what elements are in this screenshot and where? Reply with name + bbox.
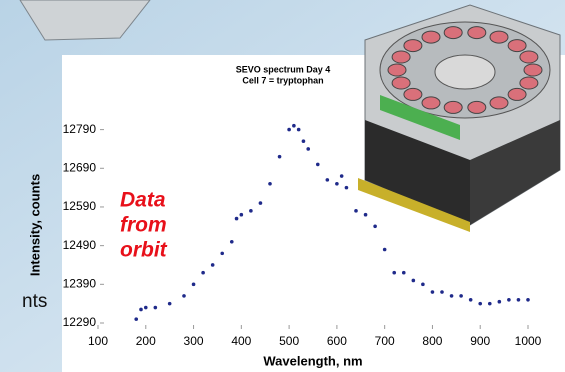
data-point [287,128,291,132]
x-tick-label: 500 [279,334,299,348]
sample-cell [392,77,410,89]
data-point [302,139,306,143]
sample-cell [404,40,422,52]
data-point [402,271,406,275]
y-tick-label: 12390 [63,276,97,290]
y-tick-label: 12290 [63,315,97,329]
data-point [431,290,435,294]
data-point [168,302,172,306]
annotation: Data [120,189,166,212]
sample-cell [468,101,486,113]
data-point [421,283,425,287]
data-point [235,217,239,221]
sample-cell [508,40,526,52]
data-point [201,271,205,275]
sample-cell [404,88,422,100]
sample-cell [422,97,440,109]
page: nts SEVO spectrum Day 4 Cell 7 = tryptop… [0,0,565,372]
chart-subtitle: Cell 7 = tryptophan [242,75,323,85]
sample-cell [388,64,406,76]
data-point [144,306,148,310]
y-axis-label: Intensity, counts [27,174,42,276]
data-point [297,128,301,132]
sample-cell [392,51,410,63]
data-point [278,155,282,159]
x-axis-label: Wavelength, nm [263,353,362,368]
data-point [459,294,463,298]
x-tick-label: 900 [470,334,490,348]
data-point [306,147,310,151]
data-point [326,178,330,182]
sample-cell [508,88,526,100]
sample-cell [520,77,538,89]
data-point [383,248,387,252]
annotation: from [120,214,167,237]
data-point [392,271,396,275]
data-point [469,298,473,302]
x-tick-label: 400 [231,334,251,348]
data-point [249,209,253,213]
x-tick-label: 600 [327,334,347,348]
data-point [526,298,530,302]
data-point [268,182,272,186]
sample-cell [468,27,486,39]
data-point [440,290,444,294]
data-point [220,252,224,256]
chart-title: SEVO spectrum Day 4 [236,64,331,74]
data-point [412,279,416,283]
x-tick-label: 100 [88,334,108,348]
data-point [154,306,158,310]
data-point [345,186,349,190]
data-point [478,302,482,306]
x-tick-label: 1000 [515,334,542,348]
y-tick-label: 12490 [63,238,97,252]
data-point [373,225,377,229]
x-tick-label: 300 [184,334,204,348]
x-tick-label: 200 [136,334,156,348]
sample-cell [422,31,440,43]
data-point [292,124,296,128]
annotation: orbit [120,239,168,262]
data-point [211,263,215,267]
data-point [517,298,521,302]
x-tick-label: 700 [375,334,395,348]
data-point [316,163,320,167]
data-point [230,240,234,244]
sample-cell [520,51,538,63]
data-point [364,213,368,217]
data-point [498,300,502,304]
data-point [240,213,244,217]
data-point [259,201,263,205]
data-point [182,294,186,298]
x-tick-label: 800 [422,334,442,348]
data-point [488,302,492,306]
data-point [134,317,138,321]
sample-cell [490,97,508,109]
data-point [335,182,339,186]
sample-cell [444,101,462,113]
data-point [507,298,511,302]
y-tick-label: 12690 [63,160,97,174]
data-point [340,174,344,178]
y-tick-label: 12790 [63,122,97,136]
data-point [354,209,358,213]
partial-text: nts [22,291,47,312]
y-tick-label: 12590 [63,199,97,213]
sample-cell [444,27,462,39]
data-point [450,294,454,298]
sample-cell [490,31,508,43]
data-point [192,283,196,287]
data-point [139,308,143,312]
slide: nts SEVO spectrum Day 4 Cell 7 = tryptop… [0,0,565,372]
sample-cell [524,64,542,76]
